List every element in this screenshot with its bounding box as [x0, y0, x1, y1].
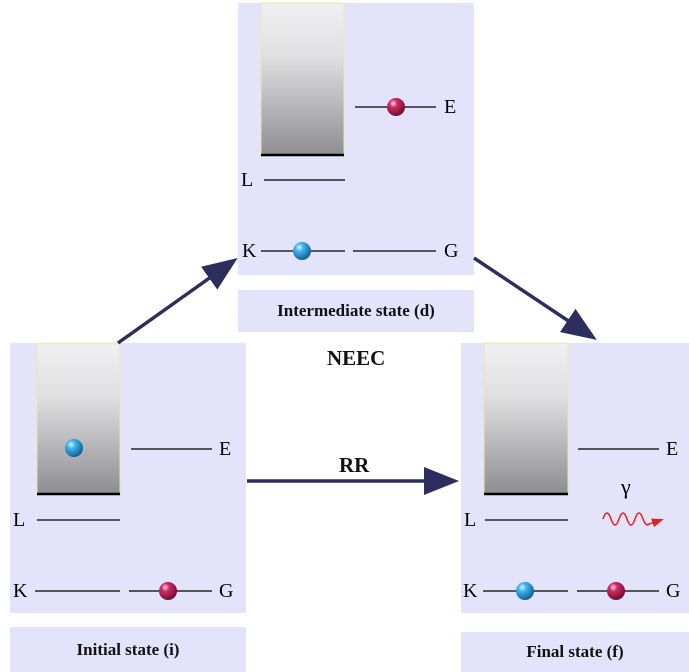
- initial-label-k: K: [13, 580, 28, 602]
- final-electron-ball: [516, 582, 534, 600]
- initial-electron-ball: [65, 439, 83, 457]
- final-label-e: E: [666, 438, 679, 460]
- initial-state-caption: Initial state (i): [10, 627, 246, 672]
- final-nucleus-ball: [607, 582, 625, 600]
- intermediate-electron-ball: [293, 242, 311, 260]
- intermediate-state-caption: Intermediate state (d): [238, 290, 474, 332]
- initial-label-g: G: [219, 580, 234, 602]
- final-state-caption: Final state (f): [461, 632, 689, 672]
- rr-label: RR: [339, 453, 370, 477]
- intermediate-label-e: E: [444, 96, 457, 118]
- initial-label-e: E: [219, 438, 232, 460]
- neec-decay-arrow: [473, 256, 597, 340]
- final-label-k: K: [463, 580, 478, 602]
- final-label-l: L: [464, 509, 477, 531]
- intermediate-nucleus-ball: [387, 98, 405, 116]
- final-label-g: G: [666, 580, 681, 602]
- neec-label: NEEC: [327, 346, 386, 370]
- photon-gamma-label: γ: [621, 474, 631, 499]
- initial-label-l: L: [13, 509, 26, 531]
- intermediate-label-k: K: [242, 240, 257, 262]
- initial-continuum-band: [36, 342, 121, 496]
- intermediate-label-l: L: [241, 169, 254, 191]
- intermediate-continuum-band: [260, 2, 345, 157]
- initial-nucleus-ball: [159, 582, 177, 600]
- final-continuum-band: [483, 342, 569, 496]
- intermediate-label-g: G: [444, 240, 459, 262]
- neec-capture-arrow: [116, 257, 238, 345]
- photon-wave-icon: [602, 512, 664, 528]
